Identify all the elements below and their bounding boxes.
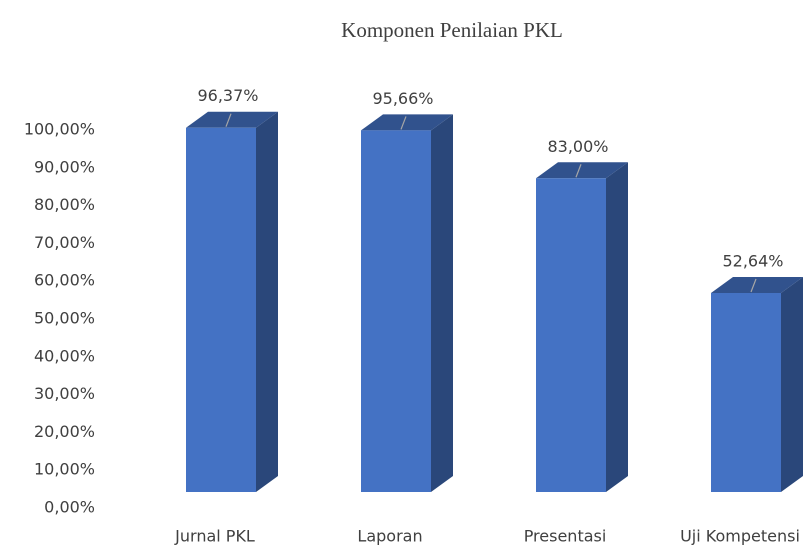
y-tick-label: 60,00% [34, 271, 95, 290]
data-label: 83,00% [547, 137, 608, 156]
bar-top [361, 114, 453, 131]
bar [536, 162, 628, 492]
x-tick-label: Uji Kompetensi [680, 527, 800, 546]
bar [186, 111, 278, 492]
bar [361, 114, 453, 492]
leader-line [575, 164, 582, 178]
y-tick-label: 50,00% [34, 309, 95, 328]
y-tick-label: 70,00% [34, 233, 95, 252]
leader-line [750, 278, 757, 293]
bar-top [711, 277, 803, 294]
bar-side [781, 277, 803, 492]
chart-title: Komponen Penilaian PKL [341, 18, 563, 42]
bar-side [606, 162, 628, 492]
y-tick-label: 30,00% [34, 384, 95, 403]
y-tick-label: 10,00% [34, 460, 95, 479]
leader-line [400, 116, 407, 130]
y-tick-label: 90,00% [34, 157, 95, 176]
data-label: 95,66% [372, 89, 433, 108]
bar-top [536, 162, 628, 179]
bar-front [711, 293, 781, 492]
x-tick-label: Jurnal PKL [174, 527, 255, 546]
x-tick-label: Presentasi [524, 527, 607, 546]
bar-front [361, 130, 431, 492]
y-tick-label: 100,00% [24, 120, 95, 139]
bar-front [536, 178, 606, 492]
data-label: 96,37% [197, 86, 258, 105]
bar-side [256, 111, 278, 492]
y-tick-label: 20,00% [34, 422, 95, 441]
y-tick-label: 0,00% [44, 498, 95, 517]
bar-top [186, 111, 278, 128]
y-tick-label: 80,00% [34, 195, 95, 214]
x-tick-label: Laporan [357, 527, 422, 546]
data-label: 52,64% [722, 252, 783, 271]
y-tick-label: 40,00% [34, 346, 95, 365]
bar-side [431, 114, 453, 492]
leader-line [225, 113, 232, 127]
bar [711, 277, 803, 492]
bar-front [186, 127, 256, 492]
